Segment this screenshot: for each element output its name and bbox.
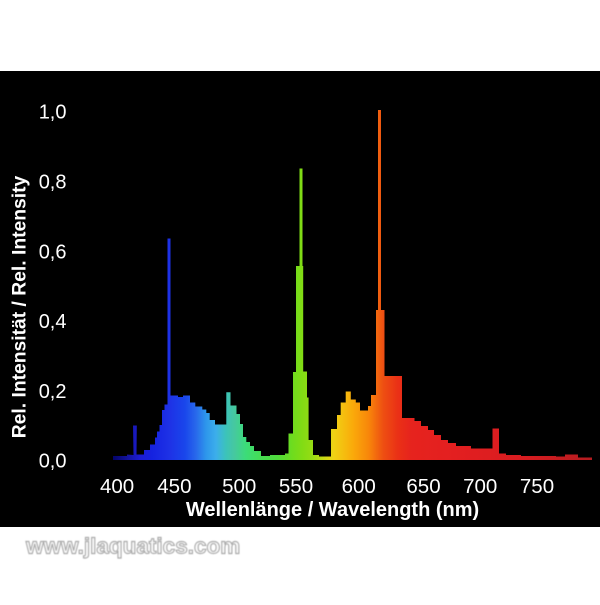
svg-text:0,8: 0,8: [39, 172, 67, 194]
svg-text:600: 600: [342, 475, 376, 498]
svg-text:Wellenlänge / Wavelength (nm): Wellenlänge / Wavelength (nm): [186, 499, 479, 521]
svg-text:750: 750: [520, 475, 554, 498]
svg-text:500: 500: [222, 475, 256, 498]
svg-text:0,2: 0,2: [39, 381, 67, 403]
svg-text:0,6: 0,6: [39, 241, 67, 263]
svg-text:0,4: 0,4: [39, 311, 67, 333]
svg-text:www.jlaquatics.com: www.jlaquatics.com: [25, 534, 240, 559]
svg-text:700: 700: [463, 475, 497, 498]
svg-text:Rel. Intensität / Rel. Intensi: Rel. Intensität / Rel. Intensity: [10, 175, 31, 438]
svg-text:550: 550: [279, 475, 313, 498]
svg-text:400: 400: [100, 475, 134, 498]
svg-text:1,0: 1,0: [39, 102, 67, 124]
svg-text:0,0: 0,0: [39, 451, 67, 473]
svg-text:450: 450: [157, 475, 191, 498]
svg-text:650: 650: [406, 475, 440, 498]
